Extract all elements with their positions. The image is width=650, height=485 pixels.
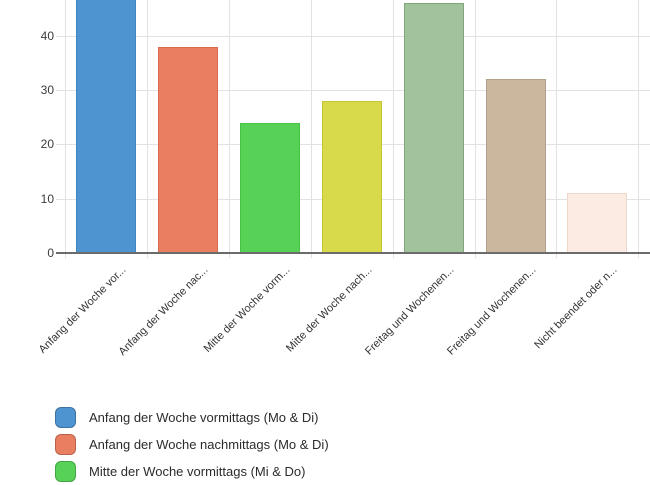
x-axis-tick: [392, 253, 394, 258]
x-axis-line: [56, 252, 650, 254]
bar: [157, 46, 218, 253]
bar: [321, 101, 382, 253]
gridline-horizontal: [56, 35, 650, 37]
bar: [403, 3, 464, 253]
legend-label: Anfang der Woche nachmittags (Mo & Di): [89, 436, 329, 452]
gridline-vertical: [310, 0, 312, 253]
x-axis-tick: [146, 253, 148, 258]
x-axis-tick: [474, 253, 476, 258]
x-axis-tick: [65, 253, 66, 258]
x-axis-tick: [228, 253, 230, 258]
bar: [239, 122, 300, 253]
gridline-vertical: [556, 0, 558, 253]
legend-swatch: [55, 433, 76, 455]
y-axis-tick-label: 40: [40, 28, 54, 43]
gridline-vertical: [65, 0, 66, 253]
bar: [567, 193, 628, 253]
legend-label: Anfang der Woche vormittags (Mo & Di): [89, 410, 319, 425]
y-axis-tick-label: 0: [47, 246, 54, 260]
x-axis-tick: [556, 253, 558, 258]
bar: [485, 79, 546, 253]
x-axis-tick: [638, 253, 640, 258]
gridline-vertical: [474, 0, 476, 253]
gridline-horizontal: [56, 90, 650, 92]
gridline-vertical: [638, 0, 640, 253]
gridline-vertical: [146, 0, 148, 253]
y-axis-tick-label: 10: [40, 191, 54, 206]
gridline-vertical: [228, 0, 230, 253]
legend-swatch: [55, 407, 76, 428]
y-axis-tick-label: 30: [40, 83, 54, 98]
y-axis-tick-label: 20: [40, 137, 54, 152]
legend-label: Mitte der Woche vormittags (Mi & Do): [89, 463, 306, 479]
bar: [76, 0, 136, 253]
gridline-vertical: [392, 0, 394, 253]
x-axis-tick: [310, 253, 312, 258]
legend-swatch: [55, 460, 76, 482]
